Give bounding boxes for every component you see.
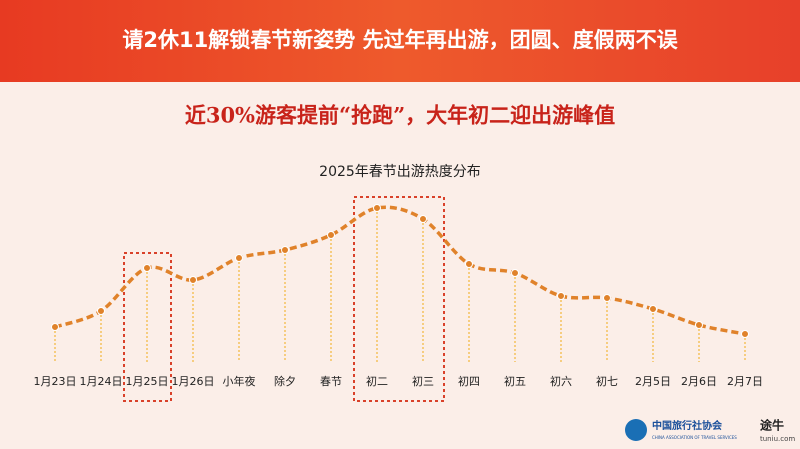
point	[327, 231, 335, 239]
x-tick-label: 初三	[412, 374, 434, 388]
x-tick-label: 初二	[366, 374, 388, 388]
point	[97, 307, 105, 315]
x-tick-label: 初五	[504, 374, 526, 388]
header-title: 请2休11解锁春节新姿势 先过年再出游，团圆、度假两不误	[122, 28, 678, 52]
point	[419, 215, 427, 223]
point	[603, 294, 611, 302]
point	[695, 321, 703, 329]
org-name-en: CHINA ASSOCIATION OF TRAVEL SERVICES	[652, 435, 737, 440]
org-logo	[625, 419, 647, 441]
chart-title: 2025年春节出游热度分布	[319, 164, 481, 180]
org-name: 中国旅行社协会	[652, 419, 722, 432]
point	[235, 254, 243, 262]
x-tick-label: 1月26日	[172, 375, 215, 388]
plot: 1月23日 1月24日 1月25日 1月26日 小年夜 除夕 春节 初二 初三 初四 初五 初六 初七 2…	[34, 204, 763, 388]
point	[143, 264, 151, 272]
point	[465, 260, 473, 268]
highlight-box	[123, 252, 172, 402]
point	[189, 276, 197, 284]
point	[649, 305, 657, 313]
point	[557, 292, 565, 300]
point	[741, 330, 749, 338]
x-tick-label: 1月25日	[126, 375, 169, 388]
x-tick-label: 春节	[320, 375, 342, 388]
brand-url: tuniu.com	[760, 435, 795, 443]
x-tick-label: 1月23日	[34, 375, 77, 388]
x-tick-label: 小年夜	[223, 374, 256, 388]
point	[373, 204, 381, 212]
point	[281, 246, 289, 254]
x-tick-label: 2月7日	[727, 375, 763, 388]
brand: 途牛	[760, 418, 784, 433]
x-tick-label: 2月5日	[635, 375, 671, 388]
point	[51, 323, 59, 331]
x-tick-label: 初七	[596, 374, 618, 388]
x-tick-label: 除夕	[274, 374, 296, 388]
highlight-box	[353, 196, 445, 402]
subtitle: 近30%游客提前“抢跑”，大年初二迎出游峰值	[185, 103, 615, 128]
header-banner	[0, 0, 800, 82]
x-tick-label: 初四	[458, 374, 480, 388]
x-tick-label: 2月6日	[681, 375, 717, 388]
x-tick-label: 1月24日	[80, 375, 123, 388]
point	[511, 269, 519, 277]
line	[54, 205, 746, 336]
x-tick-label: 初六	[550, 374, 572, 388]
